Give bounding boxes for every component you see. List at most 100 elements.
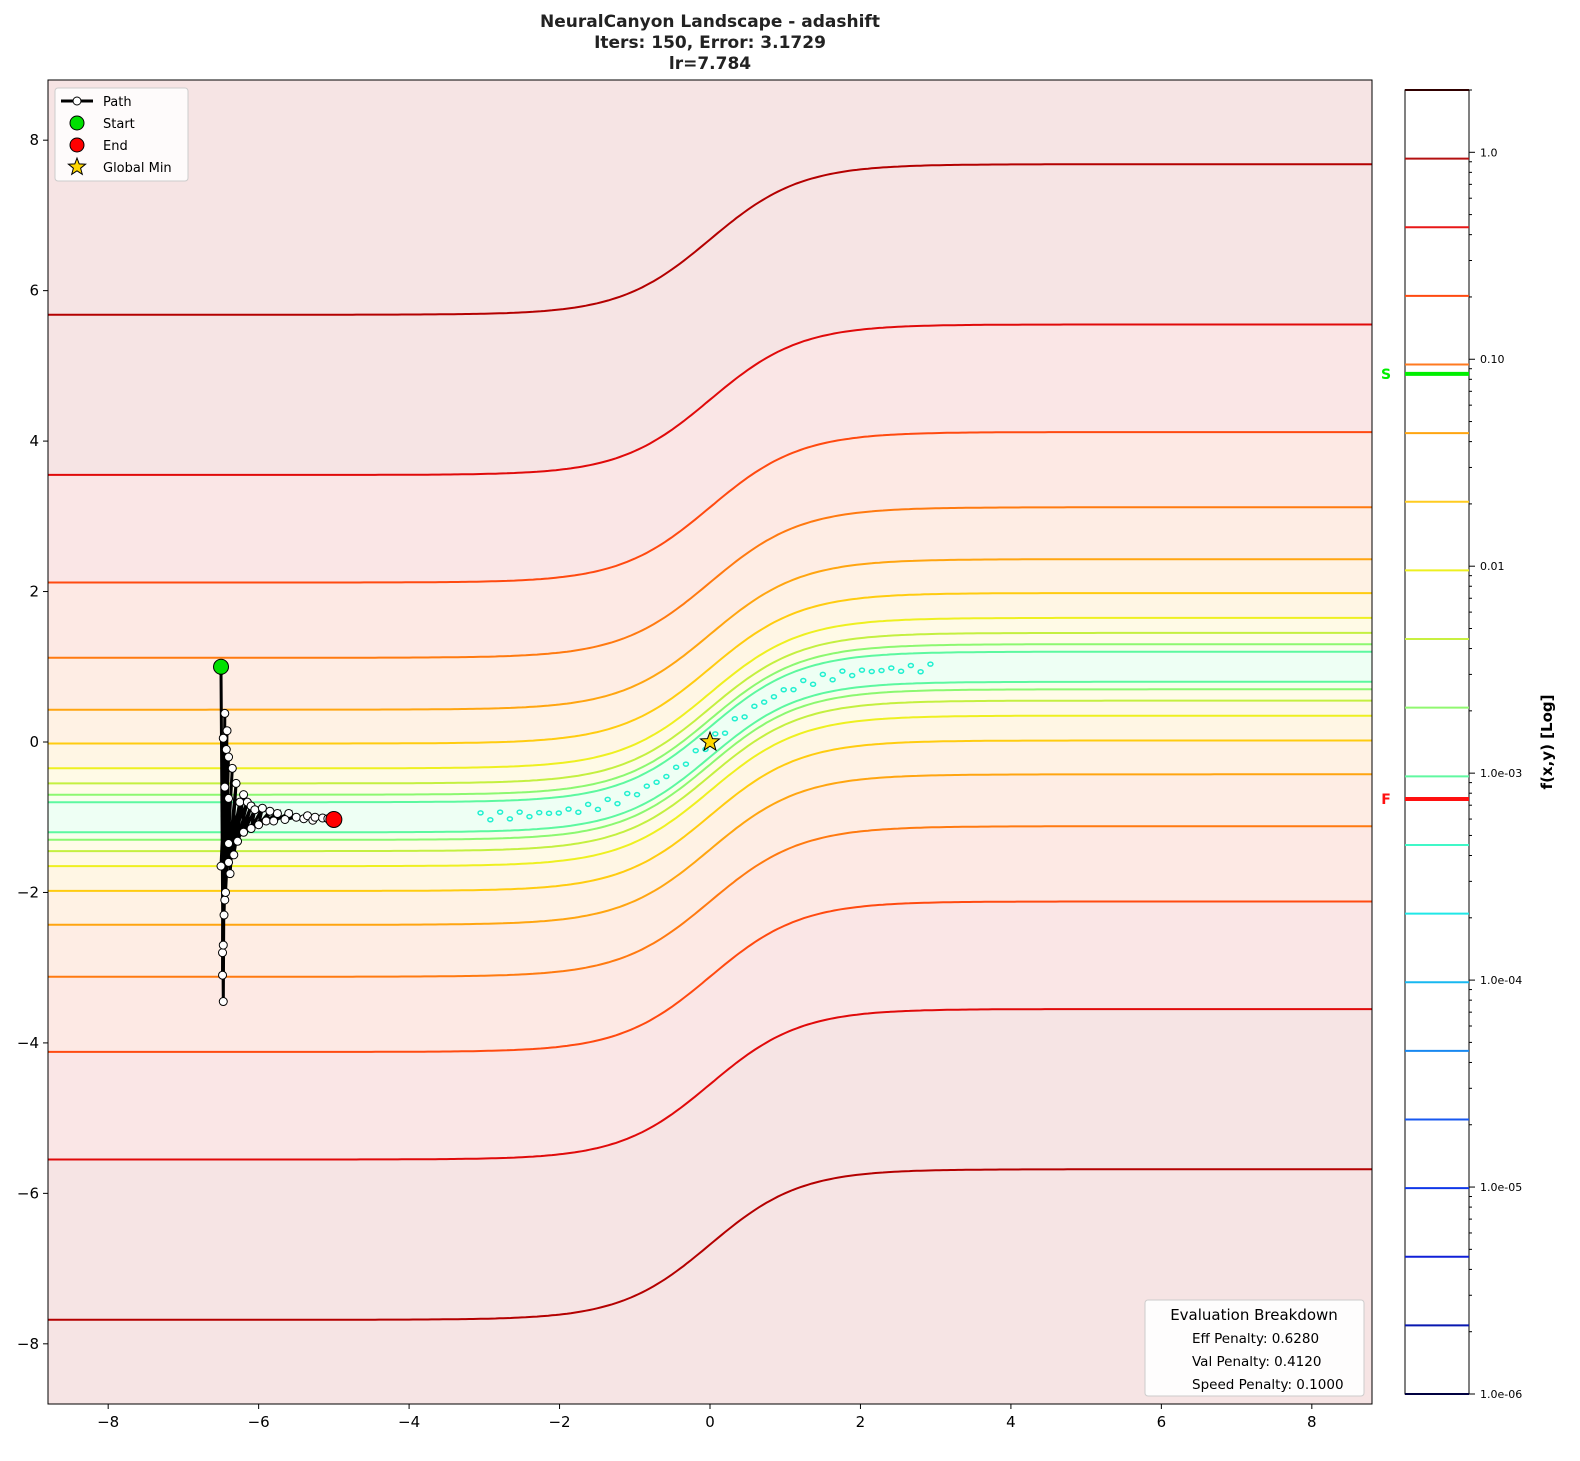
path-point — [220, 708, 230, 718]
contour-line — [48, 714, 1372, 868]
canyon-contour-dot — [868, 668, 875, 675]
path-point — [218, 948, 228, 958]
legend-path-marker — [72, 96, 82, 106]
colorbar-label: f(x,y) [Log] — [1538, 695, 1556, 790]
path-point — [231, 778, 241, 788]
canyon-contour-dot — [848, 672, 856, 679]
canyon-contour-dot — [545, 810, 553, 817]
colorbar-marker-label: S — [1381, 367, 1391, 383]
canyon-contour-dot — [614, 800, 621, 807]
canyon-contour-dot — [721, 730, 729, 736]
contour-line — [48, 1168, 1372, 1321]
path-point — [229, 850, 239, 860]
canyon-contour-dot — [477, 810, 484, 816]
x-tick-label: −2 — [548, 1413, 570, 1431]
contour-line — [48, 1008, 1372, 1161]
canyon-contour-dot — [927, 661, 934, 667]
canyon-contour-dot — [888, 665, 895, 671]
y-tick-label: −8 — [17, 1335, 39, 1353]
contour-line — [48, 643, 1372, 796]
colorbar-marker-label: F — [1381, 792, 1391, 808]
path-point — [219, 910, 229, 920]
path-point — [224, 793, 234, 803]
contour-line — [48, 616, 1372, 770]
path-point — [233, 836, 243, 846]
colorbar-tick-label: 1.0e-04 — [1480, 974, 1522, 987]
plot-area — [48, 80, 1372, 1404]
canyon-contour-dot — [790, 686, 797, 693]
y-tick-label: −6 — [17, 1184, 39, 1202]
contour-line — [48, 592, 1372, 745]
path-point — [218, 997, 228, 1007]
path-point — [250, 805, 260, 815]
global-min-marker — [699, 730, 721, 752]
canyon-contour-dot — [633, 791, 641, 798]
path-point — [265, 806, 275, 816]
path-point — [224, 857, 234, 867]
path-point — [291, 812, 301, 822]
contour-line — [48, 773, 1372, 926]
path-point — [280, 814, 290, 824]
path-point — [257, 803, 267, 813]
canyon-contour-dot — [496, 809, 504, 815]
path-point — [254, 820, 264, 830]
canyon-contour-dot — [516, 809, 523, 815]
path-point — [224, 839, 234, 849]
y-tick-label: 6 — [29, 282, 39, 300]
canyon-contour-dot — [643, 783, 651, 789]
start-marker — [213, 658, 230, 675]
y-tick-label: 8 — [29, 131, 39, 149]
canyon-contour-dot — [506, 816, 514, 822]
path-point — [225, 869, 235, 879]
canyon-contour-dot — [653, 779, 660, 786]
path-point — [218, 940, 228, 950]
path-point — [220, 782, 230, 792]
contour-line — [48, 323, 1372, 476]
evaluation-title: Evaluation Breakdown — [1170, 1306, 1338, 1324]
path-point — [272, 808, 282, 818]
y-tick-label: 0 — [29, 733, 39, 751]
contour-line — [48, 163, 1372, 316]
canyon-contour-dot — [809, 681, 817, 688]
canyon-contour-dot — [663, 773, 670, 780]
x-tick-label: 8 — [1307, 1413, 1317, 1431]
canyon-contour-dot — [760, 699, 768, 705]
path-point — [218, 970, 228, 980]
legend-path-label: Path — [103, 95, 132, 110]
path-point — [227, 763, 237, 773]
path-point — [269, 816, 279, 826]
contour-line — [48, 558, 1372, 711]
path-point — [239, 790, 249, 800]
path-point — [261, 816, 271, 826]
y-tick-label: 4 — [29, 432, 39, 450]
evaluation-line: Val Penalty: 0.4120 — [1192, 1354, 1321, 1370]
colorbar-tick-label: 0.01 — [1480, 560, 1505, 573]
contour-line — [48, 431, 1372, 584]
canyon-contour-dot — [741, 714, 748, 720]
x-tick-label: −4 — [398, 1413, 420, 1431]
path-point — [246, 824, 256, 834]
y-tick-label: −2 — [17, 883, 39, 901]
canyon-contour-dot — [858, 667, 866, 673]
legend: Path Start End Global Min — [54, 87, 189, 182]
path-point — [224, 752, 234, 762]
canyon-contour-dot — [819, 671, 827, 678]
canyon-contour-dot — [682, 761, 690, 767]
colorbar-tick-label: 0.10 — [1480, 353, 1505, 366]
path-point — [218, 733, 228, 743]
x-tick-label: −8 — [97, 1413, 119, 1431]
canyon-contour-dot — [878, 667, 885, 674]
path-point — [221, 745, 231, 755]
evaluation-line: Speed Penalty: 0.1000 — [1192, 1377, 1344, 1393]
contour-line — [48, 506, 1372, 659]
colorbar-tick-label: 1.0e-03 — [1480, 767, 1522, 780]
canyon-contour-dot — [897, 668, 905, 675]
chart-title-line-2: Iters: 150, Error: 3.1729 — [594, 33, 826, 53]
canyon-contour-dot — [907, 662, 915, 669]
contour-line — [48, 699, 1372, 853]
legend-end-marker — [69, 137, 85, 153]
contour-line — [48, 650, 1372, 804]
y-tick-label: 2 — [29, 583, 39, 601]
canyon-contour-dot — [604, 796, 611, 803]
